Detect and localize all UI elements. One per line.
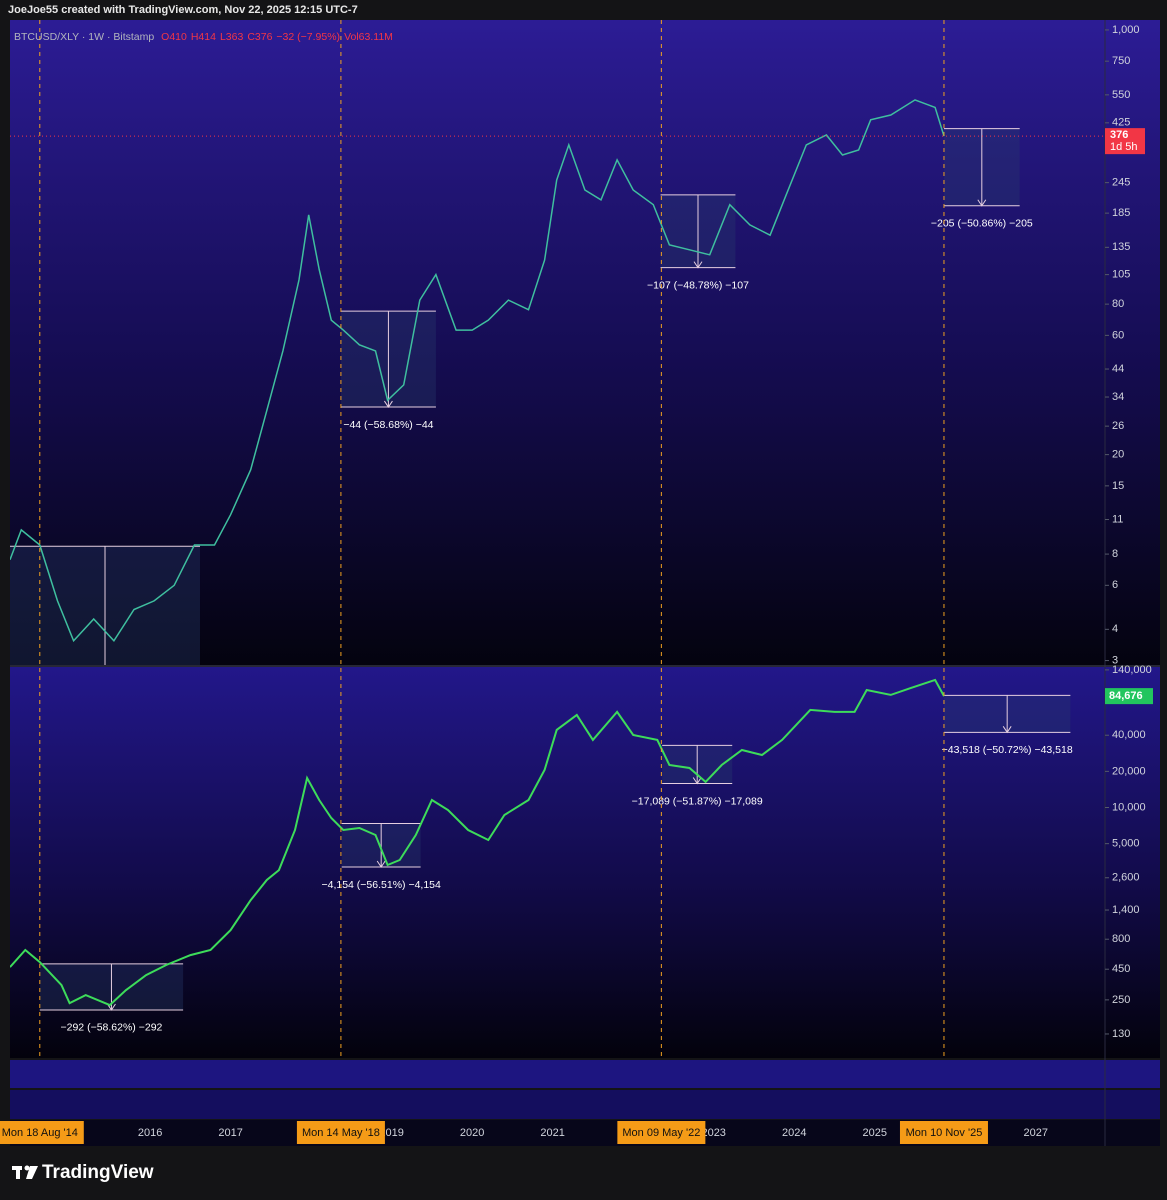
- measure-label: −205 (−50.86%) −205: [931, 218, 1033, 230]
- ohlc-value: H414: [190, 31, 216, 43]
- price-tag: [1105, 688, 1153, 705]
- price-tag: [1105, 128, 1145, 155]
- top-pane: [10, 20, 1160, 665]
- y-tick-label: 140,000: [1112, 664, 1152, 676]
- price-tag-label: 84,676: [1109, 690, 1143, 702]
- measure-label: −292 (−58.62%) −292: [61, 1022, 163, 1034]
- x-tick-label: 2024: [782, 1127, 806, 1139]
- y-tick-label: 250: [1112, 994, 1130, 1006]
- empty-pane: [10, 1060, 1160, 1088]
- measure-label: −4,154 (−56.51%) −4,154: [321, 879, 441, 891]
- y-tick-label: 5,000: [1112, 838, 1140, 850]
- y-tick-label: 2,600: [1112, 872, 1140, 884]
- header: JoeJoe55 created with TradingView.com, N…: [8, 4, 358, 16]
- date-tag: [617, 1121, 706, 1144]
- measure-arrowhead: [376, 860, 386, 868]
- y-tick-label: 20: [1112, 449, 1124, 461]
- footer-brand: TradingView: [42, 1162, 154, 1183]
- x-tick-label: 2021: [540, 1127, 564, 1139]
- plot-layer: −6 (−69.76%) −6−44 (−58.68%) −44−107 (−4…: [0, 20, 1153, 1144]
- measure-label: −43,518 (−50.72%) −43,518: [942, 744, 1073, 756]
- date-tag-label: Mon 10 Nov '25: [906, 1127, 983, 1139]
- y-tick-label: 800: [1112, 933, 1130, 945]
- measure-arrowhead: [1002, 726, 1012, 734]
- y-tick-label: 6: [1112, 579, 1118, 591]
- y-tick-label: 20,000: [1112, 765, 1146, 777]
- y-tick-label: 135: [1112, 241, 1130, 253]
- price-line: [10, 99, 945, 643]
- measure-arrowhead: [107, 1003, 116, 1011]
- measure-arrowhead: [693, 261, 703, 269]
- price-line: [10, 678, 945, 1007]
- y-tick-label: 40,000: [1112, 729, 1146, 741]
- date-tag: [899, 1121, 988, 1144]
- date-tag: [296, 1121, 385, 1144]
- ohlc-value: L363: [219, 31, 244, 43]
- x-tick-label: 2020: [460, 1127, 484, 1139]
- price-tag-label: 376: [1110, 129, 1128, 141]
- x-tick-label: 2025: [862, 1127, 886, 1139]
- y-tick-label: 10,000: [1112, 801, 1146, 813]
- measure-label: −44 (−58.68%) −44: [343, 419, 433, 431]
- y-tick-label: 26: [1112, 420, 1124, 432]
- empty-pane: [10, 1090, 1160, 1119]
- measure-label: −17,089 (−51.87%) −17,089: [632, 795, 763, 807]
- plot-area: −6 (−69.76%) −6−44 (−58.68%) −44−107 (−4…: [10, 99, 1033, 665]
- x-tick-label: 2027: [1024, 1127, 1048, 1139]
- x-tick-label: 2019: [379, 1127, 403, 1139]
- y-tick-label: 15: [1112, 480, 1124, 492]
- y-tick-label: 4: [1112, 623, 1118, 635]
- measure-arrowhead: [692, 777, 702, 785]
- y-tick-label: 185: [1112, 207, 1130, 219]
- y-tick-label: 80: [1112, 298, 1124, 310]
- ohlc-value: Vol63.11M: [344, 31, 393, 43]
- y-tick-label: 8: [1112, 548, 1118, 560]
- measure-arrowhead: [977, 199, 987, 207]
- y-tick-label: 550: [1112, 89, 1130, 101]
- y-tick-label: 1,000: [1112, 24, 1140, 36]
- y-tick-label: 60: [1112, 329, 1124, 341]
- logo-shape: [24, 1165, 30, 1171]
- x-tick-label: 2023: [701, 1127, 725, 1139]
- y-tick-label: 750: [1112, 55, 1130, 67]
- plot-area: −292 (−58.62%) −292 −4,154 (−56.51%) −4,1…: [10, 678, 1073, 1034]
- symbol: BTCUSD/XLY · 1W · Bitstamp: [14, 31, 155, 43]
- y-tick-label: 11: [1112, 513, 1123, 525]
- ohlc-value: O410: [161, 31, 187, 43]
- date-tag-label: Mon 18 Aug '14: [2, 1127, 78, 1139]
- date-tag-label: Mon 14 May '18: [302, 1127, 380, 1139]
- x-tick-label: 2016: [138, 1127, 162, 1139]
- y-tick-label: 245: [1112, 177, 1130, 189]
- measure-label: −107 (−48.78%) −107: [647, 279, 749, 291]
- legend: BTCUSD/XLY · 1W · Bitstamp O410 H414 L363 C…: [14, 31, 397, 43]
- y-tick-label: 44: [1112, 363, 1124, 375]
- y-tick-label: 425: [1112, 117, 1130, 129]
- y-tick-label: 1,400: [1112, 904, 1140, 916]
- y-tick-label: 3: [1112, 654, 1118, 666]
- date-tag-label: Mon 09 May '22: [622, 1127, 700, 1139]
- y-tick-label: 130: [1112, 1028, 1130, 1040]
- logo-shape: [26, 1166, 38, 1179]
- y-tick-label: 450: [1112, 963, 1130, 975]
- logo-shape: [16, 1166, 20, 1179]
- countdown: 1d 5h: [1110, 141, 1138, 153]
- x-tick-label: 2017: [218, 1127, 242, 1139]
- y-tick-label: 34: [1112, 391, 1124, 403]
- measure-arrowhead: [384, 400, 393, 408]
- y-tick-label: 105: [1112, 269, 1130, 281]
- logo: [12, 1165, 38, 1179]
- ohlc-value: C376: [247, 31, 273, 43]
- ohlc-value: −32 (−7.95%): [276, 31, 341, 43]
- date-tag: [0, 1121, 84, 1144]
